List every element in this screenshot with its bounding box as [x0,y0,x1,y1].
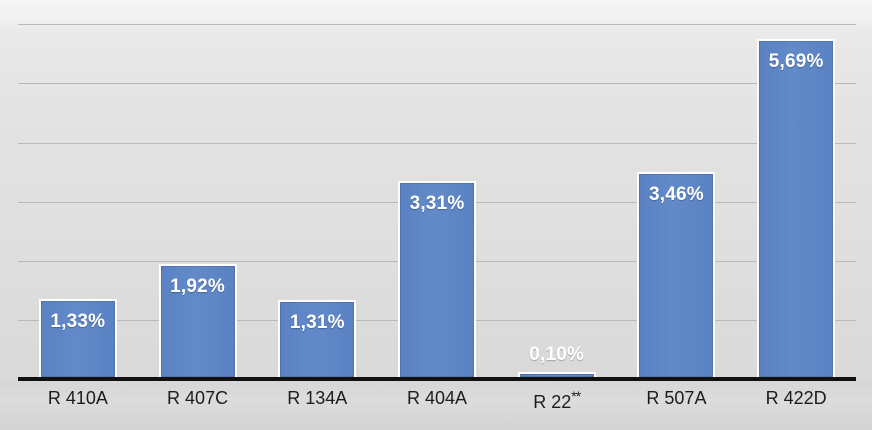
bar-r507a[interactable]: 3,46% [637,172,716,379]
bar-slot-r134a: 1,31% [257,20,377,379]
x-tick-label-r404a: R 404A [406,388,468,408]
x-tick-label-r507a: R 507A [646,388,707,408]
gridline-4 [18,143,856,144]
x-tick-label-r22-text: R 22** [533,388,581,412]
bar-r422d[interactable]: 5,69% [757,39,836,379]
x-axis-tick-labels: R 410A R 407C R 134A R 404A R 22** R 507… [18,388,856,413]
x-tick-label-r422d: R 422D [765,388,827,408]
x-tick-label-r410a: R 410A [47,388,108,408]
bar-r404a[interactable]: 3,31% [398,181,476,379]
bar-value-label: 3,31% [409,193,465,214]
bar-value-label: 1,31% [289,312,345,333]
x-tick-label-r22: R 22** [497,388,617,413]
x-axis-line [18,377,856,381]
x-tick-label-r134a: R 134A [287,388,348,408]
bar-r134a[interactable]: 1,31% [278,300,357,379]
bar-r407c[interactable]: 1,92% [158,264,237,379]
bar-value-label: 1,92% [170,276,225,297]
bar-slot-r422d: 5,69% [736,20,856,379]
bar-value-label: 5,69% [768,51,824,72]
gridline-5 [18,83,856,84]
x-tick-label-r407c: R 407C [167,388,229,408]
gridline-6 [18,24,856,25]
bar-slot-r410a: 1,33% [18,20,138,379]
bar-value-label: 3,46% [649,184,704,205]
bar-value-label: 1,33% [50,311,106,332]
bar-slot-r22: 0,10% [497,20,617,379]
bar-slot-r404a: 3,31% [377,20,497,379]
bar-slot-r507a: 3,46% [617,20,737,379]
bars-container: 1,33% 1,92% 1,31% 3,31% 0,10% 3,46% [18,20,856,379]
bar-r410a[interactable]: 1,33% [38,299,117,379]
bar-value-label: 0,10% [529,344,585,365]
bar-slot-r407c: 1,92% [138,20,258,379]
